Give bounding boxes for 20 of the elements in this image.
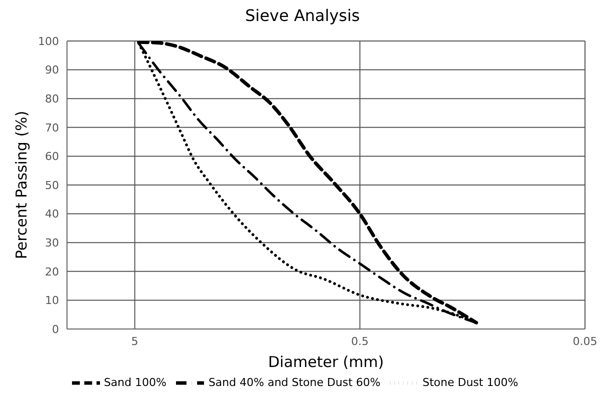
x-tick-label: 0.05 xyxy=(572,334,598,348)
x-tick-label: 0.5 xyxy=(351,334,369,348)
y-tick-label: 50 xyxy=(45,178,59,192)
y-tick-label: 10 xyxy=(45,294,59,308)
y-tick-label: 90 xyxy=(45,64,59,77)
legend-label: Stone Dust 100% xyxy=(422,376,518,390)
x-axis-title: Diameter (mm) xyxy=(268,353,384,371)
y-tick-label: 80 xyxy=(45,92,59,106)
y-tick-label: 30 xyxy=(45,236,59,250)
x-tick-label: 5 xyxy=(131,334,138,348)
y-tick-label: 60 xyxy=(45,150,59,164)
y-tick-label: 20 xyxy=(45,265,59,278)
y-axis-title: Percent Passing (%) xyxy=(12,110,30,260)
chart-title: Sieve Analysis xyxy=(244,6,361,25)
y-tick-label: 0 xyxy=(52,322,59,336)
y-tick-label: 70 xyxy=(45,121,59,134)
y-tick-label: 100 xyxy=(38,34,59,48)
y-tick-label: 40 xyxy=(45,208,59,221)
legend-label: Sand 40% and Stone Dust 60% xyxy=(208,376,380,390)
legend-label: Sand 100% xyxy=(104,376,166,390)
